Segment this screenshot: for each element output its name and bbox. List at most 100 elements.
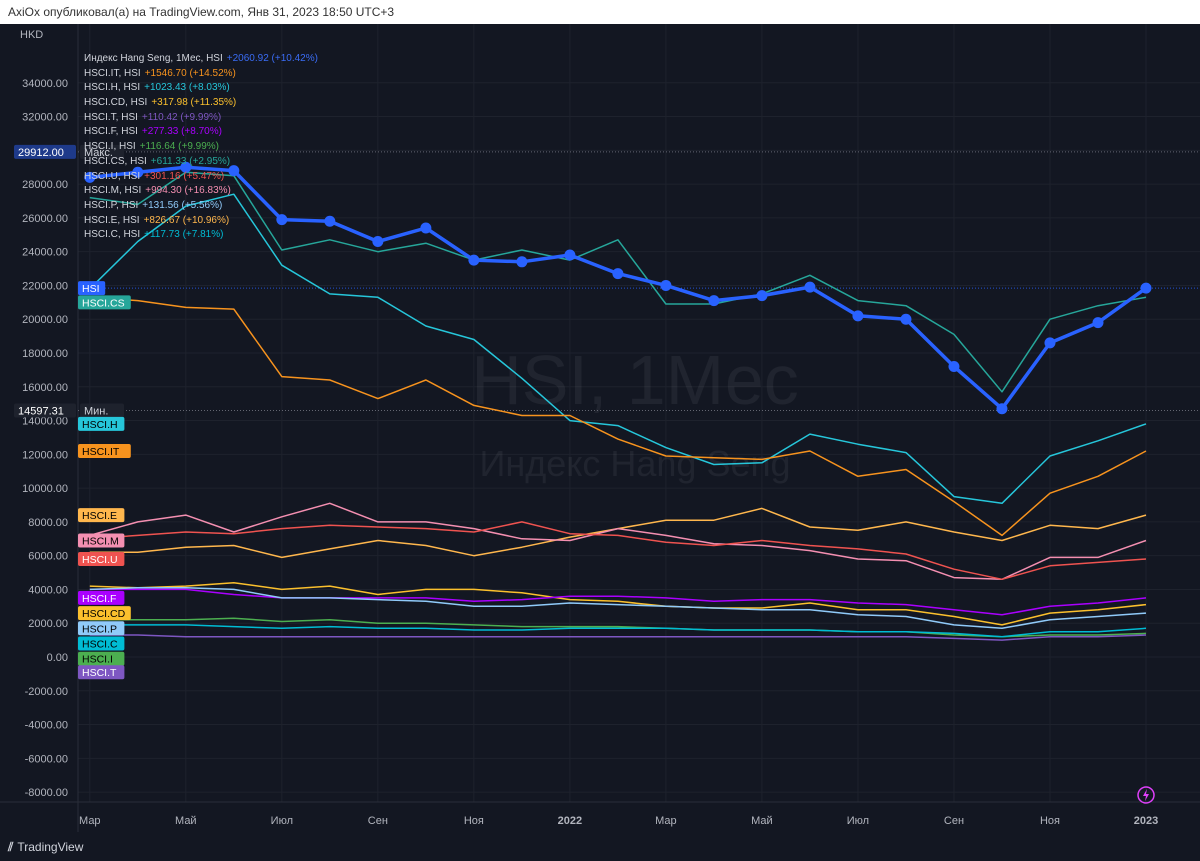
series-point-hsi[interactable] — [84, 171, 96, 183]
series-tag-hsci-i[interactable]: HSCI.I — [82, 654, 113, 666]
series-tag-hsci-f[interactable]: HSCI.F — [82, 593, 116, 605]
series-point-hsi[interactable] — [516, 256, 528, 268]
y-tick-label: 18000.00 — [22, 348, 68, 360]
legend-series-name: HSCI.M, HSI — [84, 185, 142, 197]
series-point-hsi[interactable] — [372, 236, 384, 248]
series-line-hsci-cs[interactable] — [89, 171, 1147, 393]
series-tag-bg[interactable] — [78, 651, 125, 666]
series-point-hsi[interactable] — [660, 279, 672, 291]
series-line-hsci-c[interactable] — [89, 624, 1147, 638]
series-point-hsi[interactable] — [564, 249, 576, 261]
series-point-hsi[interactable] — [852, 310, 864, 322]
series-line-hsci-t[interactable] — [89, 634, 1147, 641]
lightning-icon[interactable] — [1137, 786, 1155, 804]
series-tag-bg[interactable] — [78, 281, 106, 296]
series-point-hsi[interactable] — [708, 295, 720, 307]
x-tick-label: 2022 — [558, 815, 582, 827]
min-value-text: 14597.31 — [18, 405, 64, 417]
legend-row[interactable]: Индекс Hang Seng, 1Мес, HSI +2060.92 (+10… — [84, 52, 318, 67]
max-value-badge — [14, 144, 76, 159]
series-line-hsci-f[interactable] — [89, 588, 1147, 616]
series-tag-bg[interactable] — [78, 552, 125, 567]
series-line-hsci-m[interactable] — [89, 502, 1147, 581]
x-tick-label: Сен — [944, 815, 964, 827]
series-tag-hsci-m[interactable]: HSCI.M — [82, 535, 119, 547]
series-point-hsi[interactable] — [228, 165, 240, 177]
series-point-hsi[interactable] — [132, 166, 144, 178]
min-label-text: Мин. — [84, 405, 108, 417]
series-point-hsi[interactable] — [1092, 317, 1104, 329]
series-tag-hsci-t[interactable]: HSCI.T — [82, 667, 117, 679]
y-tick-label: 32000.00 — [22, 112, 68, 124]
series-tag-hsci-e[interactable]: HSCI.E — [82, 510, 117, 522]
watermark-symbol: HSI, 1Мес — [471, 341, 799, 419]
series-point-hsi[interactable] — [612, 268, 624, 280]
series-tag-hsci-p[interactable]: HSCI.P — [82, 623, 117, 635]
max-label-badge — [80, 144, 124, 159]
series-line-hsci-p[interactable] — [89, 587, 1147, 630]
series-tag-bg[interactable] — [78, 621, 125, 636]
series-point-hsi[interactable] — [804, 281, 816, 293]
legend-series-name: HSCI.C, HSI — [84, 229, 141, 241]
series-line-hsci-cd[interactable] — [89, 581, 1147, 626]
legend-series-name: HSCI.CD, HSI — [84, 97, 148, 109]
series-tag-bg[interactable] — [78, 508, 125, 523]
legend-row[interactable]: HSCI.P, HSI +131.56 (+5.56%) — [84, 199, 318, 214]
legend-row[interactable]: HSCI.E, HSI +826.67 (+10.96%) — [84, 214, 318, 229]
series-point-hsi[interactable] — [900, 313, 912, 325]
legend-row[interactable]: HSCI.IT, HSI +1546.70 (+14.52%) — [84, 67, 318, 82]
series-tag-bg[interactable] — [78, 590, 125, 605]
series-tag-hsci-u[interactable]: HSCI.U — [82, 554, 118, 566]
series-point-hsi[interactable] — [948, 361, 960, 373]
legend-series-change: +826.67 (+10.96%) — [143, 214, 230, 226]
y-tick-label: 8000.00 — [28, 517, 68, 529]
legend-series-change: +116.64 (+9.99%) — [139, 141, 220, 153]
series-point-hsi[interactable] — [324, 215, 336, 227]
series-tag-hsci-c[interactable]: HSCI.C — [82, 638, 118, 650]
series-tag-hsci-cd[interactable]: HSCI.CD — [82, 608, 126, 620]
x-tick-label: Июл — [847, 815, 869, 827]
series-point-hsi[interactable] — [420, 222, 432, 234]
series-tag-bg[interactable] — [78, 606, 131, 621]
x-tick-label: Ноя — [464, 815, 484, 827]
series-tag-bg[interactable] — [78, 443, 131, 458]
series-tag-bg[interactable] — [78, 636, 125, 651]
series-point-hsi[interactable] — [468, 254, 480, 266]
legend-row[interactable]: HSCI.T, HSI +110.42 (+9.99%) — [84, 111, 318, 126]
legend-row[interactable]: HSCI.U, HSI +301.16 (+5.47%) — [84, 170, 318, 185]
series-tag-bg[interactable] — [78, 665, 125, 680]
x-tick-label: Мар — [79, 815, 101, 827]
chart-area[interactable]: -8000.00 -6000.00 -4000.00 -2000.00 0.00 2000… — [0, 24, 1200, 832]
legend-row[interactable]: HSCI.CS, HSI +611.33 (+2.95%) — [84, 155, 318, 170]
y-tick-label: 26000.00 — [22, 213, 68, 225]
series-point-hsi[interactable] — [1140, 282, 1152, 294]
legend-row[interactable]: HSCI.CD, HSI +317.98 (+11.35%) — [84, 96, 318, 111]
series-tag-hsci-cs[interactable]: HSCI.CS — [82, 297, 125, 309]
series-tag-hsi[interactable]: HSI — [82, 283, 100, 295]
x-tick-label: Май — [751, 815, 773, 827]
series-point-hsi[interactable] — [180, 161, 192, 173]
legend-row[interactable]: HSCI.I, HSI +116.64 (+9.99%) — [84, 140, 318, 155]
series-line-hsci-h[interactable] — [89, 193, 1147, 505]
chart-svg[interactable]: -8000.00 -6000.00 -4000.00 -2000.00 0.00 2000… — [0, 24, 1200, 832]
legend-row[interactable]: HSCI.F, HSI +277.33 (+8.70%) — [84, 125, 318, 140]
legend-row[interactable]: HSCI.C, HSI +117.73 (+7.81%) — [84, 228, 318, 243]
series-tag-hsci-h[interactable]: HSCI.H — [82, 419, 118, 431]
series-point-hsi[interactable] — [996, 403, 1008, 415]
series-tag-hsci-it[interactable]: HSCI.IT — [82, 446, 120, 458]
series-point-hsi[interactable] — [276, 214, 288, 226]
series-tag-bg[interactable] — [78, 416, 125, 431]
series-line-hsci-i[interactable] — [89, 617, 1147, 638]
tradingview-icon: ⫽ — [8, 840, 14, 854]
series-tag-bg[interactable] — [78, 295, 131, 310]
series-line-hsci-it[interactable] — [89, 296, 1147, 537]
series-point-hsi[interactable] — [756, 290, 768, 302]
series-line-hsci-u[interactable] — [89, 521, 1147, 581]
tradingview-logo[interactable]: ⫽ TradingView — [8, 840, 83, 855]
legend-row[interactable]: HSCI.M, HSI +994.30 (+16.83%) — [84, 184, 318, 199]
y-tick-label: -2000.00 — [25, 686, 68, 698]
legend-row[interactable]: HSCI.H, HSI +1023.43 (+8.03%) — [84, 81, 318, 96]
legend-series-name: HSCI.CS, HSI — [84, 155, 147, 167]
series-tag-bg[interactable] — [78, 533, 125, 548]
series-point-hsi[interactable] — [1044, 337, 1056, 349]
